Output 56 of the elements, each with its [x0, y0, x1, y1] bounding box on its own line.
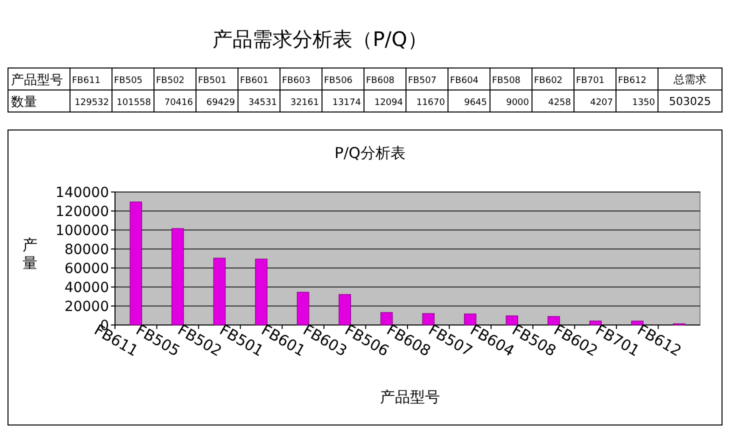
category-label: FB505: [114, 76, 143, 86]
category-label: FB608: [366, 76, 395, 86]
bar: [255, 258, 268, 326]
bar: [422, 313, 435, 326]
data-label: 4258: [548, 98, 572, 108]
y-tick-label: 80000: [64, 242, 109, 258]
data-label: 11670: [416, 98, 446, 108]
category-label: FB502: [156, 76, 185, 86]
y-tick-label: 60000: [64, 261, 109, 277]
bar: [172, 228, 184, 326]
data-label: 1350: [632, 98, 656, 108]
chart-title: P/Q分析表: [334, 144, 406, 162]
data-label: 69429: [206, 98, 236, 108]
y-tick-label: 120000: [56, 204, 109, 220]
bar: [589, 320, 602, 326]
category-label: FB611: [72, 76, 101, 86]
category-label: FB612: [618, 76, 647, 86]
category-label: FB501: [198, 76, 227, 86]
data-label: 32161: [290, 98, 319, 108]
data-label: 70416: [164, 98, 194, 108]
y-tick-label: 100000: [56, 223, 109, 239]
text: 产品型号: [11, 73, 63, 88]
data-label: 13174: [332, 98, 362, 108]
text: 产品需求分析表（P/Q）: [212, 27, 428, 51]
bar: [130, 202, 142, 326]
data-label: 34531: [248, 98, 277, 108]
data-label: 9000: [506, 98, 530, 108]
bar: [296, 292, 310, 326]
bar: [506, 316, 518, 326]
text: 503025: [669, 95, 711, 108]
category-label: FB601: [240, 76, 269, 86]
bar: [464, 314, 476, 326]
data-label: 9645: [464, 98, 487, 108]
category-label: FB507: [408, 76, 437, 86]
category-label: FB701: [576, 76, 605, 86]
bar: [338, 294, 351, 326]
y-tick-label: 140000: [56, 185, 109, 201]
category-label: FB508: [492, 76, 521, 86]
bar: [380, 312, 393, 326]
data-label: 129532: [74, 98, 109, 108]
category-label: FB604: [450, 76, 479, 86]
data-label: 12094: [374, 98, 404, 108]
category-label: FB506: [324, 76, 353, 86]
bar: [213, 258, 226, 326]
data-label: 4207: [590, 98, 613, 108]
data-label: 101558: [116, 98, 152, 108]
category-label: FB602: [534, 76, 563, 86]
y-tick-label: 40000: [64, 280, 109, 296]
bar: [631, 320, 644, 326]
bar: [548, 316, 560, 326]
text: 数量: [11, 95, 37, 110]
y-axis-title: 产量: [22, 236, 38, 272]
text: 总需求: [672, 73, 706, 86]
y-tick-label: 20000: [64, 299, 109, 315]
category-label: FB603: [282, 76, 311, 86]
x-axis-title: 产品型号: [380, 388, 440, 406]
